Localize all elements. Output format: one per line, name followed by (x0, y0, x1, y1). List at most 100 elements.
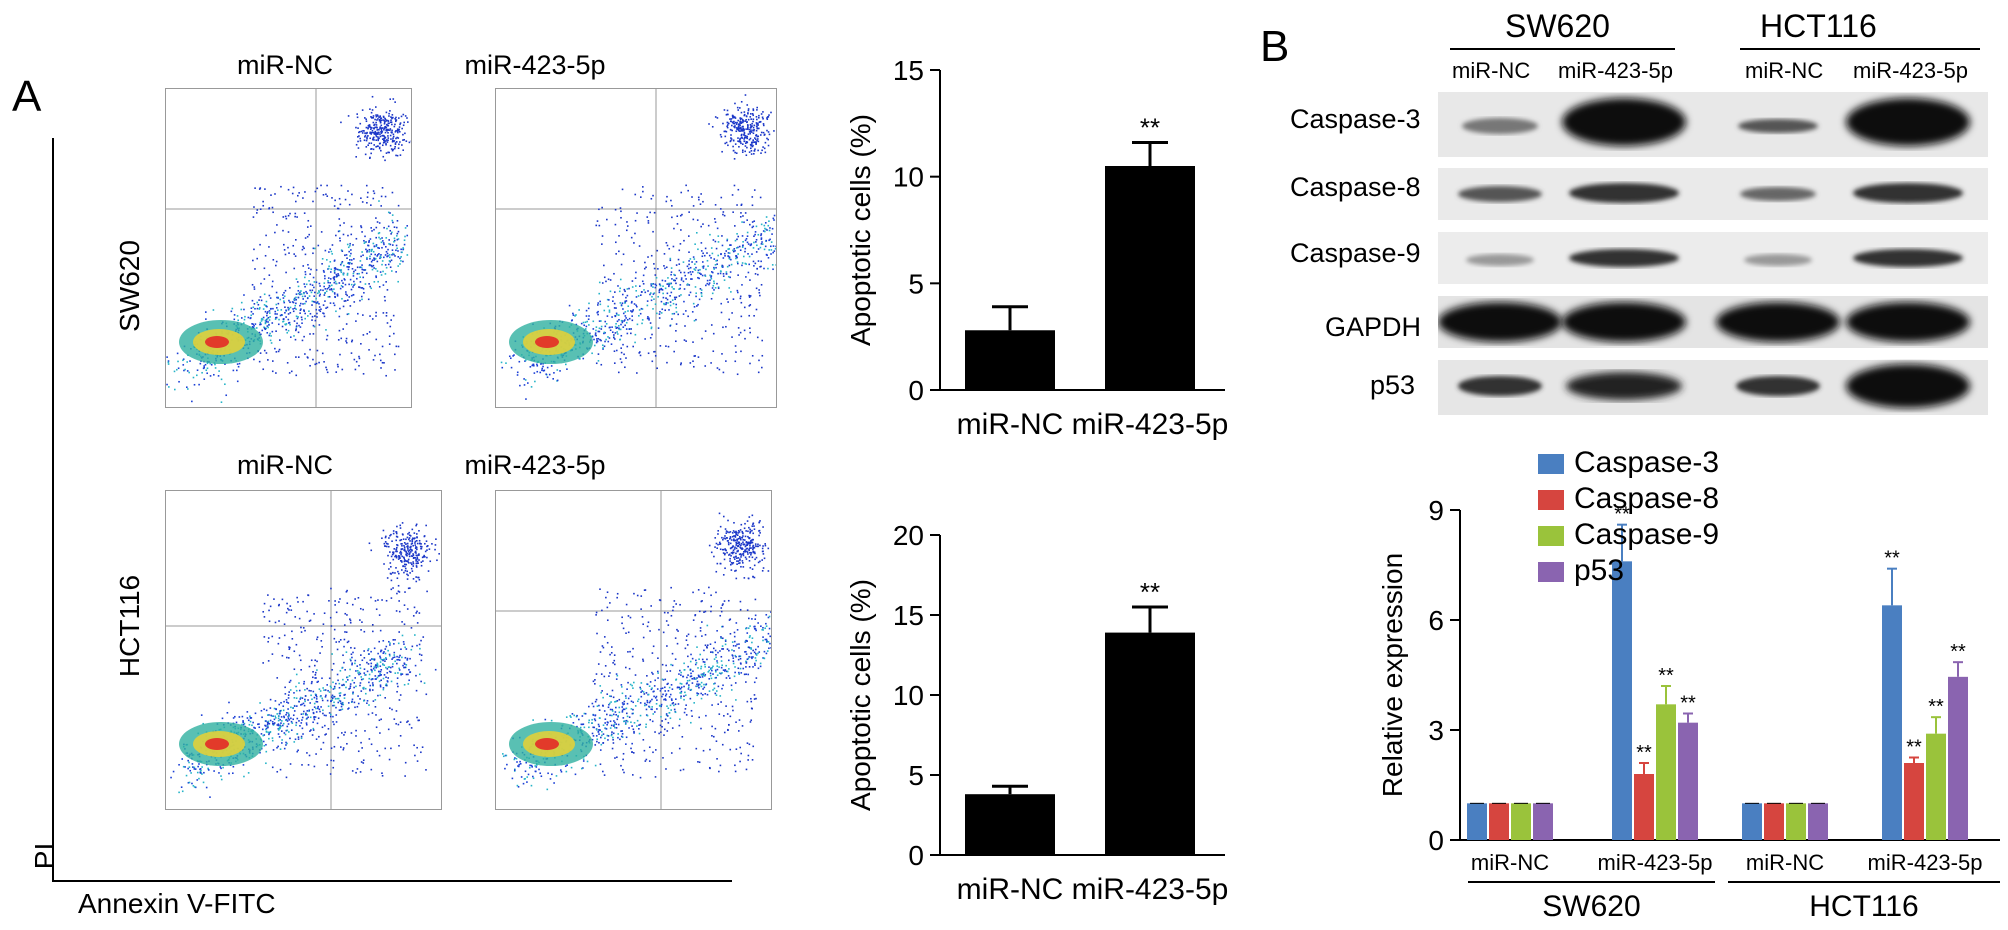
blot-lane-2: miR-423-5p (1558, 58, 1673, 83)
y-tick-label: 0 (908, 375, 924, 406)
band (1846, 364, 1970, 408)
flow-title-hct116-423: miR-423-5p (464, 450, 606, 480)
y-tick-label: 3 (1428, 715, 1444, 746)
band (1466, 254, 1534, 266)
y-tick-label: 0 (908, 840, 924, 871)
band (1569, 183, 1679, 203)
blot-label-caspase8: Caspase-8 (1290, 172, 1421, 202)
flow-plot-sw620-nc (165, 88, 412, 408)
bar-chart-hct116: 0 5 10 15 20 Apoptotic cells (%) miR-NC ** miR-4… (845, 520, 1229, 906)
bar (1105, 166, 1195, 390)
panel-a-letter: A (12, 72, 42, 121)
category-label: miR-423-5p (1598, 850, 1713, 875)
blot-group-sw620: SW620 (1505, 8, 1610, 44)
blot-label-p53: p53 (1370, 370, 1416, 400)
bar-chart-sw620: 0 5 10 15 Apoptotic cells (%) miR-NC ** miR-423… (845, 55, 1228, 441)
band (1846, 302, 1970, 342)
blot-label-gapdh: GAPDH (1325, 312, 1422, 342)
blot-label-caspase3: Caspase-3 (1290, 104, 1421, 134)
legend-swatch (1538, 526, 1564, 546)
band (1744, 254, 1812, 266)
density-core (205, 336, 229, 348)
bar-p53 (1678, 722, 1698, 840)
band (1846, 98, 1970, 146)
band (1716, 302, 1840, 342)
y-tick-label: 10 (893, 680, 924, 711)
significance-label: ** (1928, 696, 1944, 718)
legend-label: p53 (1574, 554, 1624, 587)
band (1462, 118, 1538, 134)
legend-label: Caspase-9 (1574, 518, 1719, 551)
category-label: miR-NC (957, 408, 1064, 441)
bar-caspase-3 (1882, 605, 1902, 840)
significance-label: ** (1906, 737, 1922, 759)
category-label: miR-NC (1746, 850, 1824, 875)
blot-lane-4: miR-423-5p (1853, 58, 1968, 83)
bar (965, 794, 1055, 855)
band (1569, 249, 1679, 267)
y-tick-label: 0 (1428, 825, 1444, 856)
flow-y-axis-line (52, 138, 54, 882)
y-tick-label: 5 (908, 268, 924, 299)
bar-caspase-9 (1786, 803, 1806, 840)
legend-label: Caspase-8 (1574, 482, 1719, 515)
y-tick-label: 5 (908, 760, 924, 791)
significance-label: ** (1658, 665, 1674, 687)
bar-caspase-8 (1634, 774, 1654, 840)
flow-plot-hct116-nc (165, 490, 442, 810)
bar (965, 330, 1055, 390)
band (1562, 98, 1686, 146)
flow-title-sw620-nc: miR-NC (237, 50, 333, 80)
legend-swatch (1538, 562, 1564, 582)
band (1458, 376, 1542, 396)
bar-caspase-8 (1489, 803, 1509, 840)
band (1853, 249, 1963, 267)
flow-y-axis-label: PI (29, 842, 61, 870)
bar-caspase-8 (1904, 763, 1924, 840)
band (1566, 372, 1682, 400)
bar-p53 (1948, 676, 1968, 840)
row-label-sw620: SW620 (114, 240, 145, 332)
blot-lane-3: miR-NC (1745, 58, 1824, 83)
bar-p53 (1533, 803, 1553, 840)
flow-plot-hct116-423 (495, 490, 772, 810)
band (1738, 119, 1818, 133)
flow-cytometry-area: PI Annexin V-FITC SW620 HCT116 miR-NC mi… (0, 0, 777, 930)
band (1438, 302, 1562, 342)
band (1740, 187, 1816, 201)
bar-caspase-8 (1764, 803, 1784, 840)
blot-group-hct116: HCT116 (1760, 8, 1877, 44)
legend-label: Caspase-3 (1574, 450, 1719, 479)
significance-label: ** (1680, 693, 1696, 715)
y-axis-label: Apoptotic cells (%) (845, 579, 876, 811)
blot-lane-1: miR-NC (1452, 58, 1531, 83)
significance-label: ** (1884, 548, 1900, 570)
bar-caspase-3 (1742, 803, 1762, 840)
flow-x-axis-line (52, 880, 732, 882)
panel-b-letter: B (1260, 22, 1290, 71)
flow-x-axis-label: Annexin V-FITC (78, 888, 276, 919)
y-tick-label: 20 (893, 520, 924, 551)
bar (1105, 632, 1195, 855)
band (1458, 186, 1542, 202)
western-blot: SW620 HCT116 miR-NC miR-423-5p miR-NC mi… (1290, 0, 2008, 440)
y-axis-label: Relative expression (1377, 553, 1408, 797)
bar-caspase-9 (1511, 803, 1531, 840)
significance-label: ** (1614, 504, 1630, 526)
grouped-bar-chart: 0 3 6 9 Relative expression miR-NC ** ** ** ** miR… (1377, 450, 2000, 923)
band (1736, 376, 1820, 396)
flow-title-hct116-nc: miR-NC (237, 450, 333, 480)
bar-caspase-9 (1926, 733, 1946, 840)
blot-group-line-sw620 (1450, 48, 1675, 50)
significance-label: ** (1950, 641, 1966, 663)
y-tick-label: 9 (1428, 495, 1444, 526)
blot-strips (1438, 92, 1988, 415)
y-tick-label: 6 (1428, 605, 1444, 636)
y-tick-label: 10 (893, 162, 924, 193)
legend-swatch (1538, 454, 1564, 474)
group-label: SW620 (1542, 890, 1640, 923)
bar-p53 (1808, 803, 1828, 840)
category-label: miR-423-5p (1072, 873, 1229, 906)
blot-label-caspase9: Caspase-9 (1290, 238, 1421, 268)
flow-events (166, 95, 411, 404)
